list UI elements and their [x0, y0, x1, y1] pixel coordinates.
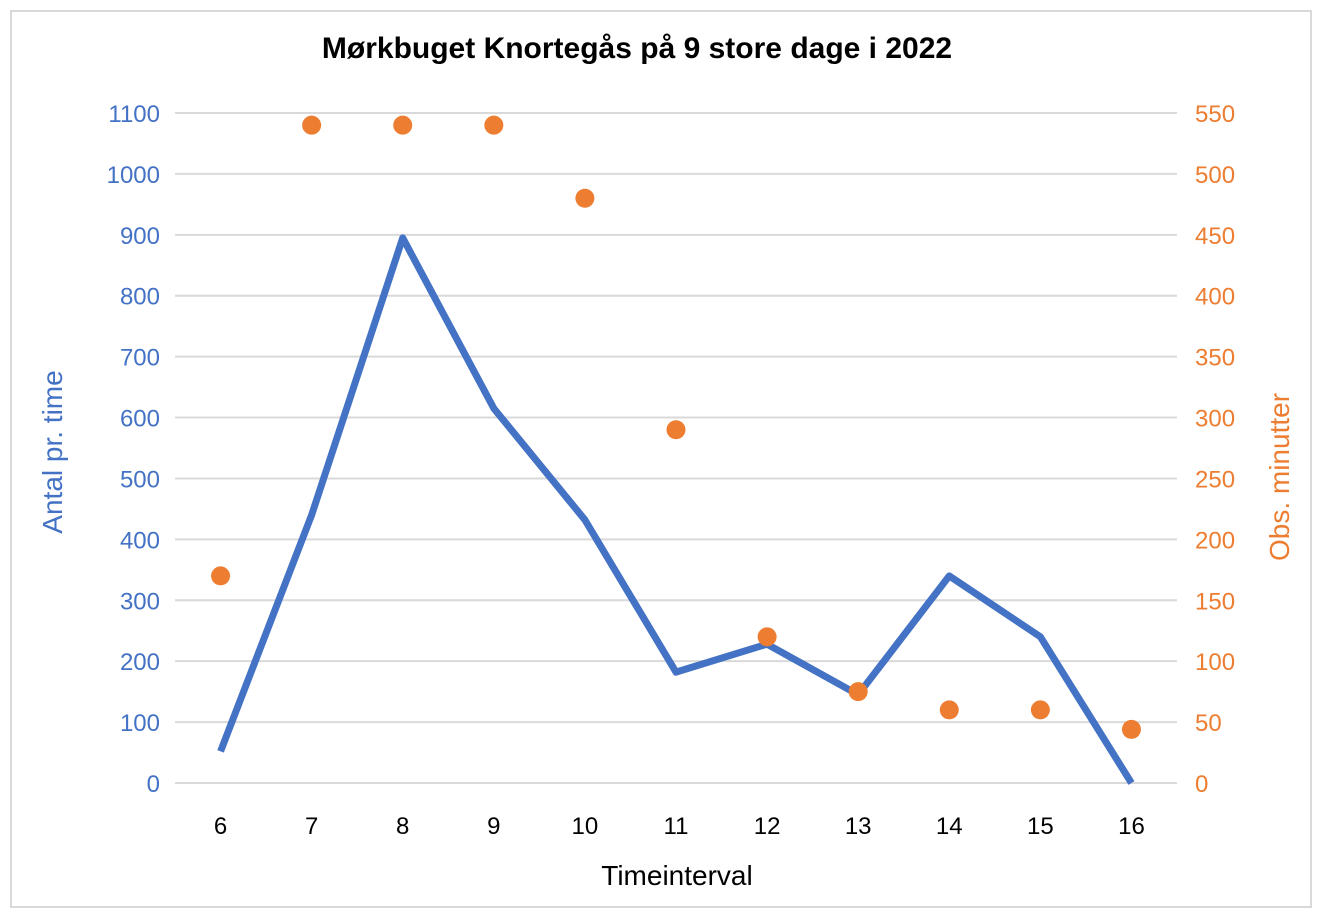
scatter-point — [211, 566, 231, 586]
x-tick-label: 13 — [845, 813, 872, 840]
y2-tick-label: 350 — [1195, 345, 1235, 372]
y-tick-label: 800 — [120, 284, 160, 311]
x-tick-label: 15 — [1027, 813, 1054, 840]
y-tick-label: 700 — [120, 345, 160, 372]
y2-tick-label: 50 — [1195, 710, 1222, 737]
y-tick-label: 100 — [120, 710, 160, 737]
y2-tick-label: 200 — [1195, 527, 1235, 554]
x-tick-label: 6 — [214, 813, 227, 840]
x-axis-label: Timeinterval — [601, 860, 752, 891]
scatter-point — [848, 682, 868, 702]
scatter-point — [302, 115, 322, 135]
y2-tick-label: 0 — [1195, 771, 1208, 798]
chart-title: Mørkbuget Knortegås på 9 store dage i 20… — [322, 32, 952, 65]
x-tick-label: 12 — [754, 813, 781, 840]
left-axis-ticks: 0 100 200 300 400 500 600 700 800 900 1000 1100 — [107, 101, 160, 798]
x-tick-label: 16 — [1118, 813, 1145, 840]
series-line — [217, 234, 1135, 785]
y-tick-label: 1000 — [107, 162, 160, 189]
y2-tick-label: 300 — [1195, 406, 1235, 433]
scatter-point — [575, 188, 595, 208]
scatter-point — [1030, 700, 1050, 720]
y2-tick-label: 150 — [1195, 588, 1235, 615]
y2-tick-label: 500 — [1195, 162, 1235, 189]
right-axis-ticks: 0 50 100 150 200 250 300 350 400 450 500 550 — [1195, 101, 1235, 798]
y-tick-label: 500 — [120, 466, 160, 493]
x-tick-label: 8 — [396, 813, 409, 840]
scatter-point — [1121, 719, 1141, 739]
x-tick-label: 11 — [664, 813, 689, 840]
y2-tick-label: 450 — [1195, 223, 1235, 250]
y-axis-label: Antal pr. time — [37, 370, 68, 533]
gridlines — [175, 112, 1177, 784]
y2-tick-label: 400 — [1195, 284, 1235, 311]
scatter-point — [393, 115, 413, 135]
y2-tick-label: 250 — [1195, 466, 1235, 493]
y-tick-label: 200 — [120, 649, 160, 676]
x-axis-ticks: 6 7 8 9 10 11 12 13 14 15 16 — [214, 813, 1145, 840]
x-tick-label: 9 — [487, 813, 500, 840]
x-tick-label: 7 — [305, 813, 318, 840]
y-tick-label: 900 — [120, 223, 160, 250]
scatter-point — [484, 115, 504, 135]
scatter-point — [666, 420, 686, 440]
scatter-point — [939, 700, 959, 720]
y2-axis-label: Obs. minutter — [1264, 393, 1295, 561]
x-tick-label: 14 — [936, 813, 963, 840]
scatter-point — [757, 627, 777, 647]
chart-frame: Mørkbuget Knortegås på 9 store dage i 20… — [10, 10, 1312, 908]
y2-tick-label: 550 — [1195, 101, 1235, 128]
y-tick-label: 300 — [120, 588, 160, 615]
x-tick-label: 10 — [572, 813, 599, 840]
series-line-group — [217, 234, 1135, 785]
y-tick-label: 400 — [120, 527, 160, 554]
chart-svg: Mørkbuget Knortegås på 9 store dage i 20… — [37, 32, 1295, 891]
y-tick-label: 1100 — [108, 101, 160, 128]
series-scatter-group — [211, 115, 1141, 739]
y2-tick-label: 100 — [1195, 649, 1235, 676]
y-tick-label: 0 — [147, 771, 160, 798]
y-tick-label: 600 — [120, 406, 160, 433]
